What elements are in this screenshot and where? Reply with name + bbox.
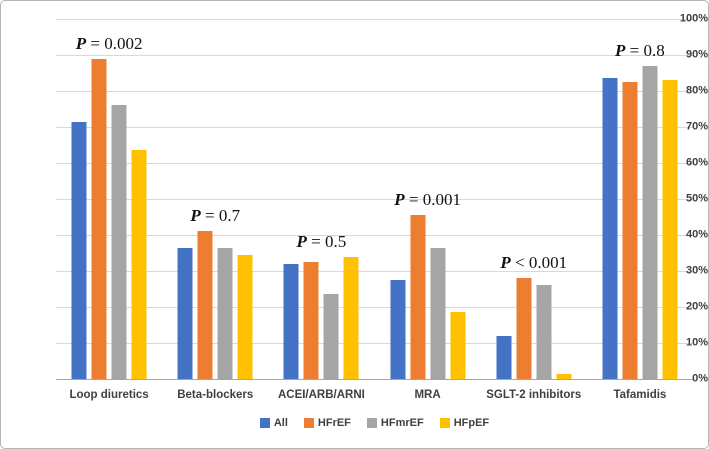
bar-all — [283, 263, 299, 379]
bar-hfref — [197, 231, 213, 379]
legend-swatch-icon — [439, 418, 450, 428]
y-tick-label: 70% — [685, 120, 708, 133]
bar-hfref — [91, 58, 107, 379]
category-label: MRA — [414, 389, 441, 401]
legend-label: HFrEF — [317, 417, 351, 429]
gridline-20% — [56, 307, 693, 308]
gridline-10% — [56, 343, 693, 344]
legend-item-hfref: HFrEF — [303, 417, 351, 429]
legend-swatch-icon — [259, 418, 270, 428]
y-tick-label: 40% — [685, 228, 708, 241]
y-tick-label: 100% — [679, 12, 708, 25]
gridline-90% — [56, 55, 693, 56]
category-label: Beta-blockers — [177, 389, 254, 401]
legend-label: All — [273, 417, 288, 429]
legend-swatch-icon — [303, 418, 314, 428]
bar-hfref — [303, 262, 319, 379]
bar-group — [602, 65, 678, 379]
p-symbol: P — [615, 40, 626, 60]
bar-hfmref — [642, 65, 658, 379]
bar-hfpef — [662, 80, 678, 379]
y-tick-label: 50% — [685, 192, 708, 205]
gridline-70% — [56, 127, 693, 128]
p-value-annotation: P = 0.8 — [615, 40, 665, 60]
legend-swatch-icon — [366, 418, 377, 428]
bar-hfmref — [536, 285, 552, 379]
y-tick-label: 20% — [685, 300, 708, 313]
y-tick-label: 60% — [685, 156, 708, 169]
p-symbol: P — [190, 206, 201, 226]
legend-item-hfpef: HFpEF — [439, 417, 490, 429]
legend-label: HFpEF — [453, 417, 490, 429]
bar-hfpef — [131, 150, 147, 379]
category-label: ACEI/ARB/ARNI — [277, 389, 365, 401]
bar-all — [177, 247, 193, 379]
legend-item-hfmref: HFmrEF — [366, 417, 424, 429]
p-value-annotation: P < 0.001 — [500, 253, 568, 273]
p-value-annotation: P = 0.5 — [296, 231, 347, 251]
p-symbol: P — [500, 253, 511, 273]
bar-group — [283, 256, 359, 379]
legend: All HFrEF HFmrEF HFpEF — [56, 417, 693, 429]
bar-all — [496, 335, 512, 379]
bar-hfmref — [217, 247, 233, 379]
p-symbol: P — [394, 190, 405, 210]
bar-hfref — [410, 215, 426, 379]
bar-all — [602, 78, 618, 379]
legend-label: HFmrEF — [380, 417, 424, 429]
gridline-40% — [56, 235, 693, 236]
bar-group — [390, 215, 466, 379]
category-label: Tafamidis — [613, 389, 667, 401]
plot-area: P = 0.002 P = 0.7 P = 0.5 P = 0.001 P < 0.00… — [56, 19, 693, 380]
y-tick-label: 30% — [685, 264, 708, 277]
p-symbol: P — [75, 33, 87, 53]
p-value-annotation: P = 0.001 — [394, 190, 461, 210]
bar-hfref — [516, 278, 532, 379]
gridline-80% — [56, 91, 693, 92]
legend-item-all: All — [259, 417, 288, 429]
category-label: SGLT-2 inhibitors — [486, 389, 582, 401]
bar-hfpef — [343, 256, 359, 379]
bar-hfmref — [111, 105, 127, 379]
bar-all — [390, 280, 406, 379]
bar-all — [71, 121, 87, 379]
bar-group — [496, 278, 572, 379]
category-label: Loop diuretics — [69, 389, 149, 401]
y-tick-label: 10% — [685, 336, 708, 349]
bar-hfpef — [450, 312, 466, 379]
bar-group — [71, 58, 147, 379]
gridline-30% — [56, 271, 693, 272]
y-tick-label: 90% — [685, 48, 708, 61]
bar-hfref — [622, 82, 638, 379]
bar-group — [177, 231, 253, 379]
bar-hfmref — [323, 294, 339, 379]
bar-hfmref — [430, 247, 446, 379]
gridline-100% — [56, 19, 693, 20]
p-symbol: P — [296, 231, 307, 251]
p-value-annotation: P = 0.002 — [75, 33, 143, 53]
y-tick-label: 0% — [692, 372, 708, 385]
bar-hfpef — [237, 254, 253, 379]
bar-hfpef — [556, 373, 572, 379]
y-tick-label: 80% — [685, 84, 708, 97]
gridline-50% — [56, 199, 693, 200]
p-value-annotation: P = 0.7 — [190, 206, 241, 226]
gridline-60% — [56, 163, 693, 164]
